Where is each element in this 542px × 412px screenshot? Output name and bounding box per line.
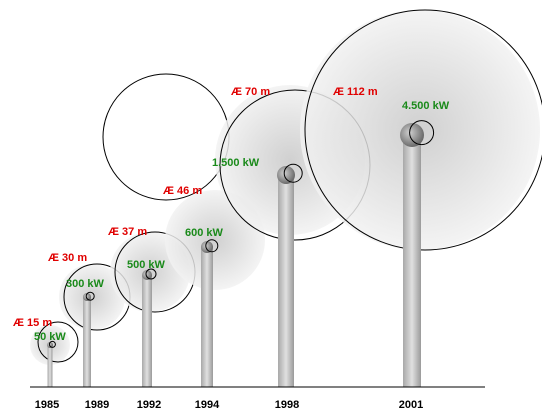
- power-label: 300 kW: [66, 278, 105, 290]
- diameter-label: Æ 37 m: [108, 226, 147, 238]
- year-label: 1992: [137, 399, 161, 411]
- tower: [83, 297, 91, 387]
- rotor-outline: [37, 321, 79, 363]
- year-label: 1985: [35, 399, 59, 411]
- diameter-label: Æ 30 m: [48, 252, 87, 264]
- year-label: 1998: [275, 399, 299, 411]
- tower: [142, 275, 152, 387]
- rotor-disk: [59, 264, 125, 330]
- power-label: 600 kW: [185, 227, 224, 239]
- hub: [201, 241, 213, 253]
- tower: [278, 175, 294, 387]
- hub-outline: [409, 120, 435, 146]
- hub-outline: [283, 163, 303, 183]
- diameter-label: Æ 46 m: [163, 185, 202, 197]
- diameter-label: Æ 70 m: [231, 86, 270, 98]
- power-label: 50 kW: [34, 331, 66, 343]
- hub-outline: [205, 239, 219, 253]
- hub: [400, 123, 424, 147]
- hub: [47, 342, 53, 348]
- rotor-outline: [102, 73, 230, 201]
- hub-outline: [48, 340, 56, 348]
- power-label: 1.500 kW: [212, 157, 260, 169]
- tower: [403, 135, 421, 387]
- power-label: 500 kW: [127, 259, 166, 271]
- rotor-outline: [304, 9, 542, 251]
- power-label: 4.500 kW: [402, 100, 450, 112]
- tower: [201, 247, 213, 387]
- hub: [83, 293, 91, 301]
- hub: [142, 270, 152, 280]
- diameter-label: Æ 15 m: [13, 317, 52, 329]
- tower: [47, 345, 53, 387]
- diameter-label: Æ 112 m: [333, 86, 378, 98]
- hub-outline: [145, 268, 157, 280]
- year-label: 2001: [399, 399, 423, 411]
- year-label: 1989: [85, 399, 109, 411]
- hub: [277, 166, 295, 184]
- year-label: 1994: [195, 399, 220, 411]
- hub-outline: [85, 291, 95, 301]
